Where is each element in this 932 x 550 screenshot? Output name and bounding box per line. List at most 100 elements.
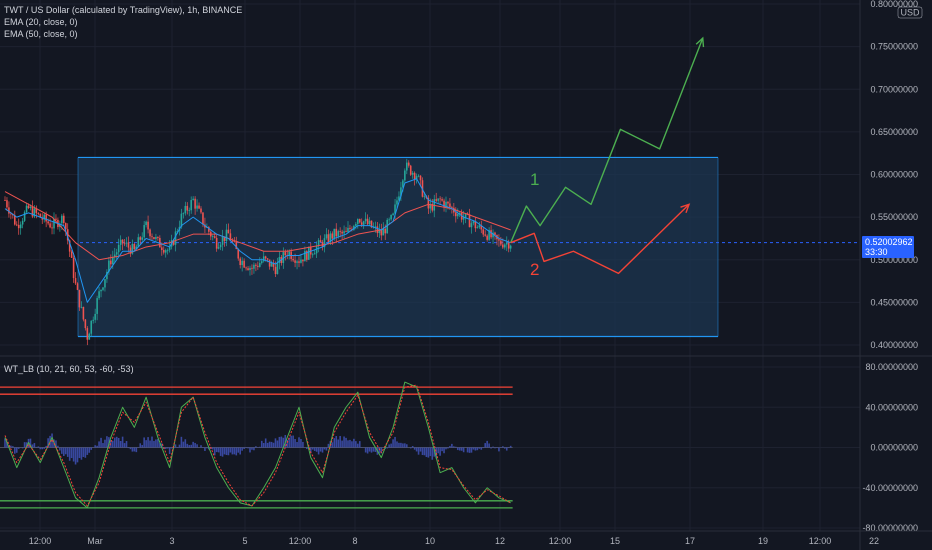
histogram-bar xyxy=(174,444,177,448)
candle-body xyxy=(384,228,387,234)
histogram-bar xyxy=(68,447,71,461)
price-tick-label: 0.55000000 xyxy=(870,212,918,222)
histogram-bar xyxy=(341,440,343,448)
histogram-bar xyxy=(476,447,479,451)
candle-body xyxy=(274,266,277,275)
histogram-bar xyxy=(102,443,104,448)
range-box[interactable] xyxy=(77,156,860,338)
histogram-bar xyxy=(29,438,32,448)
candle-body xyxy=(437,198,439,201)
histogram-bar xyxy=(59,447,61,451)
histogram-bar xyxy=(400,442,402,448)
candle-body xyxy=(455,212,457,217)
histogram-bar xyxy=(388,444,390,448)
ema20-legend[interactable]: EMA (20, close, 0) xyxy=(4,17,78,27)
histogram-bar xyxy=(119,440,122,448)
candle-body xyxy=(235,241,238,250)
candle-body xyxy=(19,224,22,229)
histogram-bar xyxy=(509,445,512,448)
candle-body xyxy=(15,224,18,226)
candle-body xyxy=(64,223,67,230)
osc-tick-label: -80.00000000 xyxy=(862,523,918,533)
histogram-bar xyxy=(413,447,416,450)
candle-body xyxy=(498,239,500,241)
time-tick-label: 22 xyxy=(869,536,879,546)
candle-body xyxy=(396,200,398,205)
candle-body xyxy=(31,206,34,217)
candle-body xyxy=(8,207,10,214)
ema50-legend[interactable]: EMA (50, close, 0) xyxy=(4,29,78,39)
histogram-bar xyxy=(343,436,345,448)
candle-body xyxy=(92,319,94,321)
candle-body xyxy=(494,232,496,235)
histogram-bar xyxy=(129,447,132,450)
time-tick-label: 12:00 xyxy=(29,536,52,546)
histogram-bar xyxy=(39,447,42,450)
histogram-bar xyxy=(415,447,418,452)
candle-body xyxy=(35,208,38,214)
candle-body xyxy=(45,214,47,222)
price-tick-label: 0.45000000 xyxy=(870,297,918,307)
candle-body xyxy=(262,256,265,262)
candle-body xyxy=(311,254,314,256)
chart-title: TWT / US Dollar (calculated by TradingVi… xyxy=(4,5,242,15)
candle-body xyxy=(139,237,142,240)
candle-body xyxy=(80,306,83,308)
candle-body xyxy=(243,260,245,268)
histogram-bar xyxy=(241,447,243,451)
candle-body xyxy=(502,244,504,248)
candle-body xyxy=(202,212,204,225)
histogram-bar xyxy=(268,441,271,448)
histogram-bar xyxy=(72,447,75,462)
candle-body xyxy=(102,287,104,290)
candle-body xyxy=(500,240,502,245)
candle-body xyxy=(188,210,191,212)
candle-body xyxy=(368,220,371,225)
histogram-bar xyxy=(286,439,289,448)
range-box-fill[interactable] xyxy=(78,157,718,337)
histogram-bar xyxy=(504,447,506,449)
histogram-bar xyxy=(259,446,261,448)
candle-body xyxy=(325,234,328,239)
histogram-bar xyxy=(204,447,206,451)
histogram-bar xyxy=(88,447,91,453)
histogram-bar xyxy=(274,438,277,448)
histogram-bar xyxy=(211,447,214,450)
currency-badge[interactable] xyxy=(897,6,923,19)
histogram-bar xyxy=(145,440,147,448)
candle-body xyxy=(229,233,232,241)
histogram-bar xyxy=(333,438,336,448)
candle-body xyxy=(337,231,339,237)
candle-body xyxy=(208,227,210,232)
histogram-bar xyxy=(449,445,451,448)
histogram-bar xyxy=(151,436,153,448)
histogram-bar xyxy=(153,440,155,448)
candle-body xyxy=(257,265,259,267)
histogram-bar xyxy=(364,447,367,453)
histogram-bar xyxy=(292,435,294,448)
histogram-bar xyxy=(178,444,181,448)
histogram-bar xyxy=(349,439,351,448)
histogram-bar xyxy=(466,447,469,453)
histogram-bar xyxy=(453,446,455,448)
price-tick-label: 0.75000000 xyxy=(870,42,918,52)
candle-body xyxy=(63,215,65,224)
histogram-bar xyxy=(290,435,292,448)
candle-body xyxy=(51,227,53,229)
histogram-bar xyxy=(482,447,485,449)
candle-body xyxy=(88,333,91,340)
histogram-bar xyxy=(451,443,453,448)
histogram-bar xyxy=(6,441,8,448)
candle-body xyxy=(39,213,42,218)
candle-body xyxy=(505,242,508,245)
histogram-bar xyxy=(411,446,414,448)
histogram-bar xyxy=(139,443,142,448)
histogram-bar xyxy=(439,447,441,456)
oscillator-legend[interactable]: WT_LB (10, 21, 60, 53, -60, -53) xyxy=(4,364,134,374)
scenario-paths[interactable] xyxy=(510,36,705,275)
price-tick-label: 0.70000000 xyxy=(870,84,918,94)
candle-body xyxy=(329,233,332,243)
histogram-bar xyxy=(398,442,400,448)
currency-label: USD xyxy=(900,8,920,18)
